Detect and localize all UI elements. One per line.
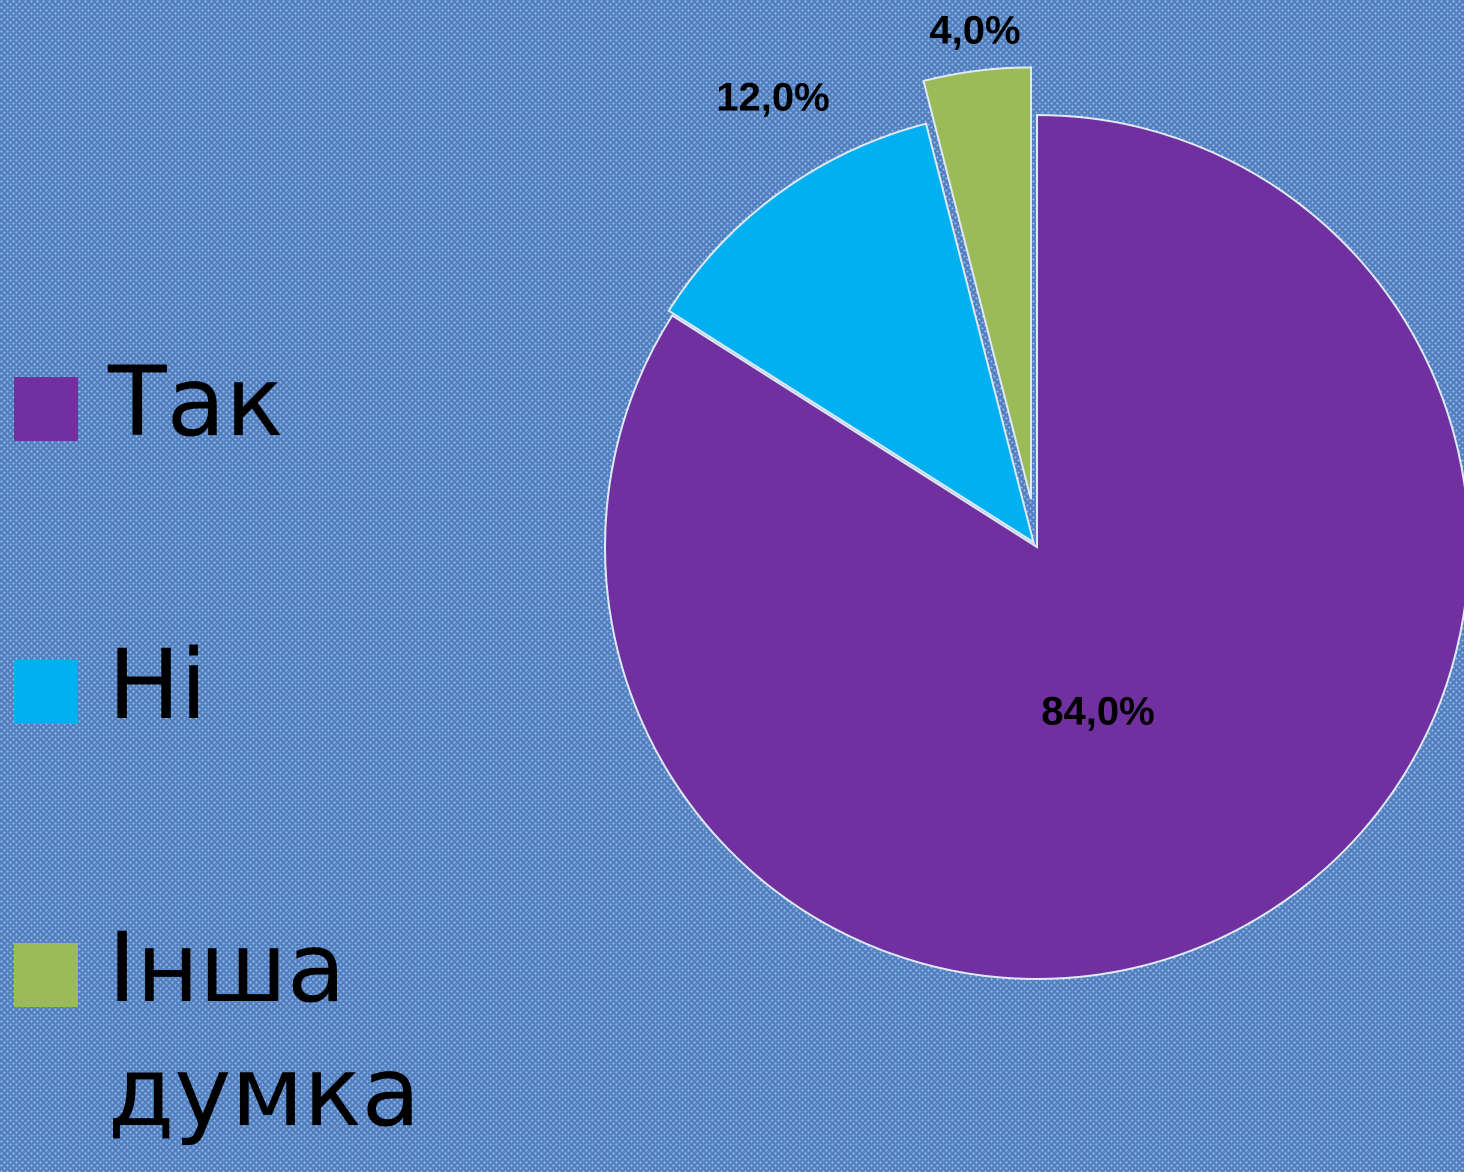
legend-label: Так <box>108 346 284 458</box>
legend-label: Ні <box>108 629 207 741</box>
legend-item: Ні <box>14 623 488 747</box>
legend-swatch <box>14 377 78 441</box>
legend-item: Інша думка <box>14 906 488 1154</box>
legend-swatch <box>14 660 78 724</box>
pie-slice <box>604 113 1464 980</box>
pie-slice <box>667 122 1036 545</box>
legend-label: Інша думка <box>108 912 421 1148</box>
legend-item: Так <box>14 340 488 464</box>
legend-swatch <box>14 943 78 1007</box>
pie-slice <box>922 66 1032 500</box>
data-label: 84,0% <box>1041 690 1154 734</box>
data-label: 12,0% <box>716 76 829 120</box>
data-label: 4,0% <box>929 9 1020 53</box>
